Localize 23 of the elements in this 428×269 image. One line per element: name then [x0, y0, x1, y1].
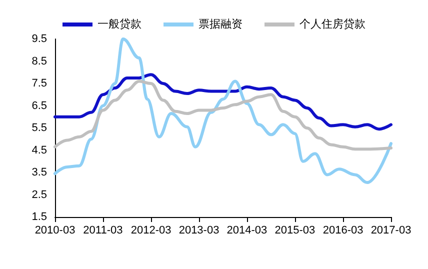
legend-label: 一般贷款	[98, 18, 142, 30]
y-tick-label: 7.5	[32, 78, 47, 90]
x-tick-label: 2010-03	[34, 224, 76, 236]
y-tick-label: 1.5	[32, 211, 47, 223]
x-tick-label: 2017-03	[370, 224, 412, 236]
x-tick-label: 2011-03	[83, 224, 123, 236]
y-tick-label: 3.5	[32, 166, 47, 178]
x-tick-label: 2013-03	[178, 224, 220, 236]
x-tick-label: 2015-03	[274, 224, 316, 236]
x-tick-label: 2012-03	[130, 224, 172, 236]
y-tick-label: 4.5	[32, 144, 47, 156]
line-series	[54, 73, 392, 131]
x-tick-label: 2014-03	[226, 224, 268, 236]
line-series	[54, 80, 392, 151]
y-tick-label: 6.5	[32, 100, 47, 112]
x-tick-label: 2016-03	[322, 224, 364, 236]
y-tick-label: 9.5	[32, 33, 47, 45]
legend-label: 个人住房贷款	[300, 18, 366, 30]
legend-label: 票据融资	[198, 18, 242, 30]
y-tick-label: 5.5	[32, 122, 47, 134]
y-tick-label: 8.5	[32, 55, 47, 68]
line-series	[54, 38, 392, 184]
y-tick-label: 2.5	[32, 188, 47, 201]
